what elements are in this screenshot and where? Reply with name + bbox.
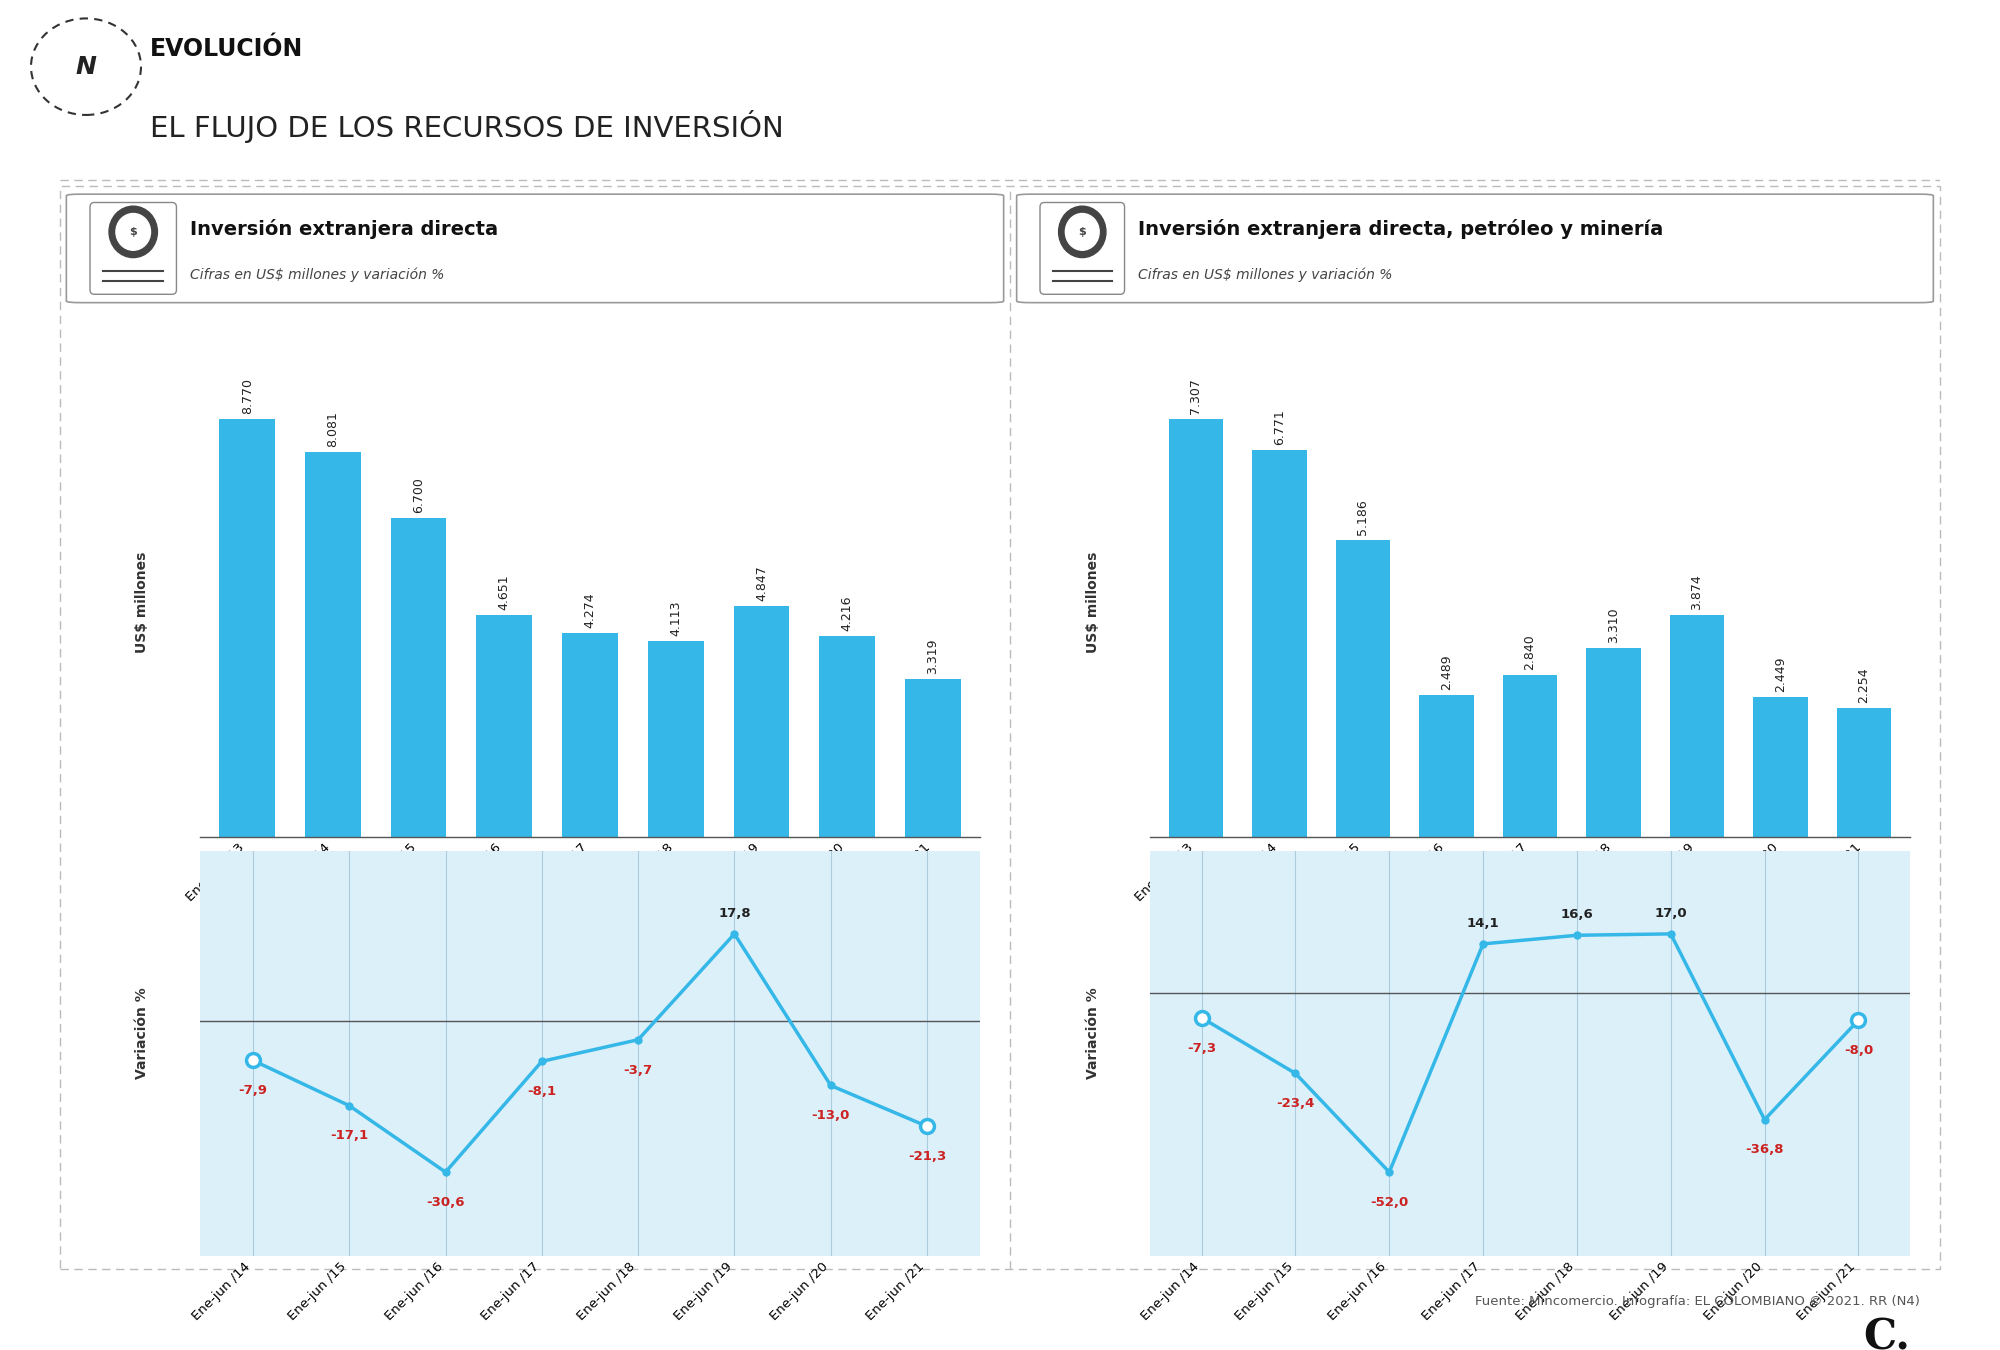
Text: EL FLUJO DE LOS RECURSOS DE INVERSIÓN: EL FLUJO DE LOS RECURSOS DE INVERSIÓN — [150, 109, 784, 143]
FancyBboxPatch shape — [90, 202, 176, 294]
Bar — [1586, 648, 1640, 837]
Bar — [1754, 697, 1808, 837]
Bar — [648, 641, 704, 837]
Text: 4.847: 4.847 — [754, 566, 768, 601]
FancyBboxPatch shape — [66, 194, 1004, 302]
Text: -7,9: -7,9 — [238, 1084, 268, 1098]
Text: 14,1: 14,1 — [1466, 917, 1500, 930]
Text: Cifras en US$ millones y variación %: Cifras en US$ millones y variación % — [1138, 267, 1392, 282]
Text: 2.840: 2.840 — [1524, 633, 1536, 670]
Bar — [904, 679, 960, 837]
Bar — [1336, 540, 1390, 837]
Bar — [1836, 707, 1892, 837]
Text: -21,3: -21,3 — [908, 1150, 946, 1164]
Bar — [1502, 675, 1558, 837]
Text: -30,6: -30,6 — [426, 1196, 464, 1210]
Text: Fuente: Mincomercio. Infografía: EL COLOMBIANO © 2021. RR (N4): Fuente: Mincomercio. Infografía: EL COLO… — [1476, 1295, 1920, 1308]
Text: US$ millones: US$ millones — [134, 551, 148, 652]
Text: Inversión extranjera directa: Inversión extranjera directa — [190, 220, 498, 239]
Bar — [562, 633, 618, 837]
Text: 2.254: 2.254 — [1858, 667, 1870, 703]
Bar — [220, 418, 276, 837]
Text: Variación %: Variación % — [1086, 987, 1100, 1079]
Text: 5.186: 5.186 — [1356, 500, 1370, 536]
Text: -36,8: -36,8 — [1746, 1143, 1784, 1157]
Text: 2.449: 2.449 — [1774, 656, 1788, 693]
Bar — [1670, 616, 1724, 837]
Text: -13,0: -13,0 — [812, 1110, 850, 1122]
Text: Inversión extranjera directa, petróleo y minería: Inversión extranjera directa, petróleo y… — [1138, 220, 1664, 239]
Text: US$ millones: US$ millones — [1086, 551, 1100, 652]
Text: -8,1: -8,1 — [528, 1085, 556, 1098]
Bar — [820, 636, 876, 837]
Text: 4.113: 4.113 — [670, 601, 682, 636]
Text: 4.216: 4.216 — [840, 595, 854, 630]
Circle shape — [1066, 213, 1100, 250]
Bar — [1420, 695, 1474, 837]
Text: 2.489: 2.489 — [1440, 653, 1452, 690]
Text: 17,0: 17,0 — [1654, 907, 1688, 919]
Text: -17,1: -17,1 — [330, 1130, 368, 1142]
Circle shape — [110, 207, 158, 258]
Text: $: $ — [1078, 227, 1086, 236]
Text: -7,3: -7,3 — [1188, 1042, 1216, 1054]
Circle shape — [1058, 207, 1106, 258]
Text: 6.771: 6.771 — [1272, 409, 1286, 444]
Text: 3.310: 3.310 — [1608, 608, 1620, 643]
Bar — [1168, 418, 1224, 837]
Text: 6.700: 6.700 — [412, 477, 426, 513]
Text: C.: C. — [1864, 1316, 1910, 1350]
Text: N: N — [76, 55, 96, 78]
Bar — [476, 616, 532, 837]
Text: 8.770: 8.770 — [240, 378, 254, 414]
Text: -8,0: -8,0 — [1844, 1044, 1874, 1057]
Text: -23,4: -23,4 — [1276, 1098, 1314, 1110]
Bar — [1252, 450, 1306, 837]
Text: -3,7: -3,7 — [624, 1064, 652, 1076]
Circle shape — [116, 213, 150, 250]
Text: 16,6: 16,6 — [1560, 909, 1594, 921]
Text: 4.651: 4.651 — [498, 575, 510, 610]
Text: 17,8: 17,8 — [718, 907, 750, 919]
Text: Cifras en US$ millones y variación %: Cifras en US$ millones y variación % — [190, 267, 444, 282]
Text: 3.319: 3.319 — [926, 639, 940, 674]
Text: Variación %: Variación % — [134, 987, 148, 1079]
FancyBboxPatch shape — [1016, 194, 1934, 302]
Bar — [734, 606, 790, 837]
FancyBboxPatch shape — [1040, 202, 1124, 294]
Text: 8.081: 8.081 — [326, 410, 340, 447]
Text: $: $ — [130, 227, 138, 236]
Bar — [390, 517, 446, 837]
Text: 3.874: 3.874 — [1690, 575, 1704, 610]
Text: 7.307: 7.307 — [1190, 378, 1202, 414]
Text: EVOLUCIÓN: EVOLUCIÓN — [150, 38, 304, 61]
Text: -52,0: -52,0 — [1370, 1196, 1408, 1210]
Text: 4.274: 4.274 — [584, 593, 596, 628]
Bar — [304, 452, 360, 837]
